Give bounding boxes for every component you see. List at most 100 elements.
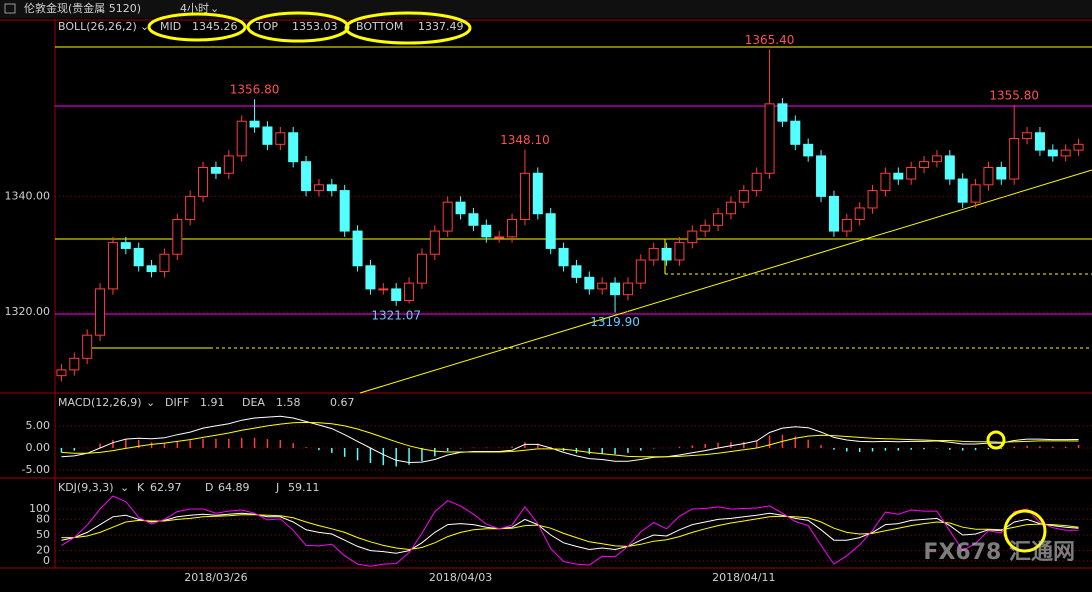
highlight-ellipse <box>147 12 247 42</box>
y-tick-label: 1320.00 <box>5 305 51 318</box>
indicator-line <box>61 512 1079 554</box>
candle-body <box>687 230 698 244</box>
candle-body <box>107 242 118 290</box>
candle-body <box>545 213 556 249</box>
candle-body <box>442 201 453 232</box>
candle-body <box>571 265 582 278</box>
candle-body <box>738 190 749 203</box>
y-tick-label: 5.00 <box>26 419 51 432</box>
window-icon <box>4 3 16 14</box>
candle-body <box>700 224 711 232</box>
candle-body <box>751 172 762 192</box>
candle-body <box>906 166 917 180</box>
candle-body <box>455 201 466 215</box>
legend-value: 64.89 <box>218 481 250 494</box>
price-annotation: 1365.40 <box>745 33 795 47</box>
candle-body <box>828 195 839 232</box>
candle-body <box>661 247 672 261</box>
legend-value: 1.58 <box>276 396 301 409</box>
candle-body <box>648 247 659 261</box>
candle-body <box>95 288 106 336</box>
candle-body <box>56 369 67 377</box>
candle-body <box>790 120 801 145</box>
candle-body <box>1022 132 1033 140</box>
candle-body <box>146 265 157 273</box>
candle-body <box>468 213 479 226</box>
legend-value: 1.91 <box>200 396 225 409</box>
boll-name: MID <box>160 20 181 33</box>
candle-body <box>1073 143 1084 151</box>
price-annotation: 1319.90 <box>590 315 640 329</box>
y-tick-label: 80 <box>36 512 50 525</box>
candle-body <box>378 288 389 291</box>
candle-body <box>210 166 221 174</box>
candle-body <box>301 161 312 192</box>
price-annotation: 1356.80 <box>230 83 280 97</box>
legend-name: J <box>275 481 279 494</box>
candle-body <box>1009 138 1020 180</box>
candle-body <box>519 172 530 221</box>
candle-body <box>223 155 234 174</box>
candle-body <box>532 172 543 215</box>
candle-body <box>777 103 788 122</box>
candle-body <box>69 357 80 371</box>
y-tick-label: 50 <box>36 528 50 541</box>
candle-body <box>391 288 402 301</box>
indicator-line <box>61 514 1079 551</box>
y-tick-label: 20 <box>36 544 50 557</box>
dropdown[interactable]: ⌄ <box>120 481 129 494</box>
y-tick-label: 1340.00 <box>5 189 51 202</box>
indicator-line <box>61 415 1079 464</box>
legend-name: K <box>137 481 145 494</box>
plot-area: 1320.00 1340.00 2018/03/26 2018/04/03 2018/0… <box>5 33 1092 584</box>
candle-body <box>1060 149 1071 157</box>
boll-value: 1337.49 <box>418 20 464 33</box>
highlight-circle <box>986 430 1006 450</box>
candle-body <box>893 172 904 180</box>
candle-body <box>159 253 170 273</box>
candle-body <box>558 247 569 267</box>
candle-body <box>262 126 273 145</box>
candle-body <box>867 190 878 209</box>
title-bar <box>0 0 1092 18</box>
boll-value: 1353.03 <box>292 20 338 33</box>
candle-body <box>944 155 955 180</box>
dropdown[interactable]: ⌄ <box>140 20 149 33</box>
candle-body <box>120 242 131 249</box>
highlight-ellipse <box>246 11 350 43</box>
candle-body <box>635 259 646 284</box>
indicator-line <box>61 421 1079 458</box>
candle-body <box>236 120 247 157</box>
x-tick-label: 2018/04/03 <box>429 571 492 584</box>
period-dropdown[interactable]: ⌄ <box>210 2 219 15</box>
candle-body <box>365 265 376 290</box>
candle-body <box>841 219 852 232</box>
candle-body <box>249 120 260 128</box>
candle-body <box>185 195 196 221</box>
candle-body <box>481 224 492 238</box>
dropdown[interactable]: ⌄ <box>146 396 155 409</box>
trend-line <box>359 169 1092 394</box>
candle-body <box>674 242 685 261</box>
boll-name: TOP <box>255 20 278 33</box>
candle-body <box>404 282 415 301</box>
y-tick-label: -5.00 <box>22 463 50 476</box>
candle-body <box>584 276 595 290</box>
candle-body <box>803 143 814 157</box>
boll-value: 1345.26 <box>192 20 238 33</box>
candle-body <box>275 132 286 145</box>
watermark: FX678 汇通网 <box>923 540 1075 565</box>
candle-body <box>326 184 337 192</box>
macd-indicator: MACD(12,26,9) <box>58 396 142 409</box>
indicator-line <box>61 495 1079 567</box>
candle-body <box>622 282 633 296</box>
candle-body <box>957 178 968 203</box>
legend-name: DIFF <box>165 396 189 409</box>
candle-body <box>339 190 350 232</box>
candle-body <box>288 132 299 163</box>
period[interactable]: 4小时 <box>180 2 209 15</box>
candle-body <box>507 219 518 238</box>
legend-name: D <box>205 481 213 494</box>
x-tick-label: 2018/03/26 <box>184 571 247 584</box>
